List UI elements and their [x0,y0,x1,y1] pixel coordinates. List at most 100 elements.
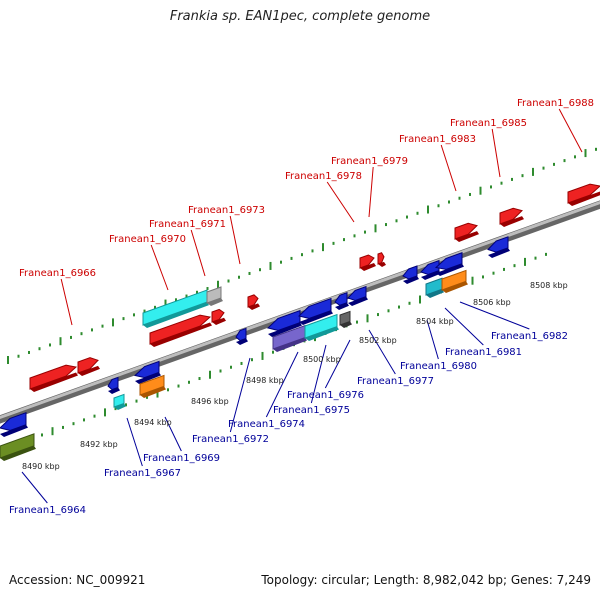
reverse-gene-block-shadow [135,372,161,384]
forward-gene-block-body [149,314,212,345]
reverse-gene-block-shadow [114,403,126,410]
forward-gene-leader [326,181,355,223]
reverse-gene-block [441,269,468,293]
reverse-gene-block [402,265,419,284]
reverse-gene-label: Franean1_6982 [491,331,568,342]
forward-gene-block [206,286,223,306]
reverse-gene-block [113,393,126,410]
forward-gene-block [359,254,376,271]
forward-gene-label: Franean1_6978 [285,171,362,182]
forward-gene-block-shadow [568,191,600,206]
forward-gene-leader [558,108,583,153]
reverse-gene-label: Franean1_6980 [400,361,477,372]
forward-gene-label: Franean1_6970 [109,234,186,245]
reverse-gene-block-shadow [305,326,339,341]
forward-gene-block [211,308,226,325]
reverse-gene-block [434,251,464,276]
scale-label: 8504 kbp [416,317,454,326]
reverse-gene-block-shadow [340,321,352,328]
forward-gene-block-body [77,357,99,374]
forward-gene-block [29,364,78,392]
scale-label: 8508 kbp [530,281,568,290]
reverse-gene-leader [265,351,299,418]
forward-gene-block-body [567,183,600,204]
forward-gene-label: Franean1_6985 [450,118,527,129]
reverse-gene-block [334,291,349,310]
reverse-gene-block-shadow [268,322,302,337]
reverse-gene-label: Franean1_6975 [273,405,350,416]
reverse-gene-leader [368,329,396,375]
scale-label: 8506 kbp [473,298,511,307]
reverse-gene-leader [310,344,327,404]
reverse-gene-label: Franean1_6972 [192,434,269,445]
forward-gene-block-shadow [455,231,479,242]
forward-gene-block [377,252,386,267]
forward-gene-leader [368,166,374,218]
forward-gene-label: Franean1_6979 [331,156,408,167]
reverse-gene-block [425,277,444,298]
forward-gene-block-body [247,294,259,308]
forward-gene-block-shadow [212,317,226,325]
reverse-gene-block-shadow [335,302,349,310]
reverse-gene-label: Franean1_6981 [445,347,522,358]
reverse-gene-label: Franean1_6976 [287,390,364,401]
genome-stats-text: Topology: circular; Length: 8,982,042 bp… [261,573,591,587]
forward-gene-block-shadow [30,372,78,392]
forward-gene-block-shadow [78,365,100,376]
forward-gene-label: Franean1_6966 [19,268,96,279]
scale-label: 8494 kbp [134,418,172,427]
reverse-gene-block-body [402,265,418,280]
forward-gene-block [149,314,212,347]
forward-gene-label: Franean1_6988 [517,98,594,109]
reverse-gene-block [347,285,368,306]
scale-label: 8498 kbp [246,376,284,385]
forward-gene-block-body [454,222,478,240]
forward-gene-label: Franean1_6971 [149,219,226,230]
gene-features [0,183,600,461]
reverse-gene-block-shadow [442,281,468,293]
reverse-gene-label: Franean1_6967 [104,468,181,479]
reverse-gene-block-shadow [299,310,333,325]
forward-gene-leader [150,244,169,291]
reverse-gene-leader [444,307,484,346]
forward-gene-block-shadow [207,297,223,306]
reverse-gene-block-shadow [108,387,120,394]
reverse-gene-block-body [235,327,247,342]
reverse-gene-block-body [107,376,119,391]
reverse-gene-block-shadow [0,445,36,461]
forward-gene-block-shadow [143,302,209,328]
reverse-gene-leader [459,301,530,330]
reverse-gene-label: Franean1_6964 [9,505,86,516]
reverse-gene-block-body [487,236,509,253]
forward-gene-label: Franean1_6973 [188,205,265,216]
reverse-gene-block [0,411,28,437]
reverse-gene-block [297,297,333,325]
forward-gene-leader [60,278,73,326]
reverse-gene-block [487,236,510,258]
reverse-gene-block-shadow [348,296,368,306]
forward-gene-block [499,207,524,227]
forward-gene-block-shadow [248,303,260,310]
reverse-gene-block-body [347,285,367,301]
reverse-gene-block-shadow [236,338,248,345]
reverse-gene-block [420,259,441,280]
forward-gene-block-body [377,252,385,265]
reverse-gene-block-shadow [421,270,441,280]
reverse-gene-block-shadow [436,263,464,276]
reverse-gene-block [133,360,161,384]
reverse-gene-block [107,376,120,394]
reverse-gene-leader [426,319,439,360]
forward-gene-leader [229,215,241,265]
reverse-gene-label: Franean1_6977 [357,376,434,387]
reverse-gene-block [266,309,302,337]
reverse-gene-block [339,310,352,328]
reverse-gene-leader [21,471,48,504]
reverse-gene-block-shadow [488,247,510,258]
reverse-gene-leader [164,416,182,452]
reverse-gene-block-shadow [273,337,307,352]
forward-gene-block-body [359,254,375,269]
reverse-gene-leader [126,417,143,467]
forward-gene-block-shadow [360,262,376,271]
accession-text: Accession: NC_009921 [9,573,146,587]
